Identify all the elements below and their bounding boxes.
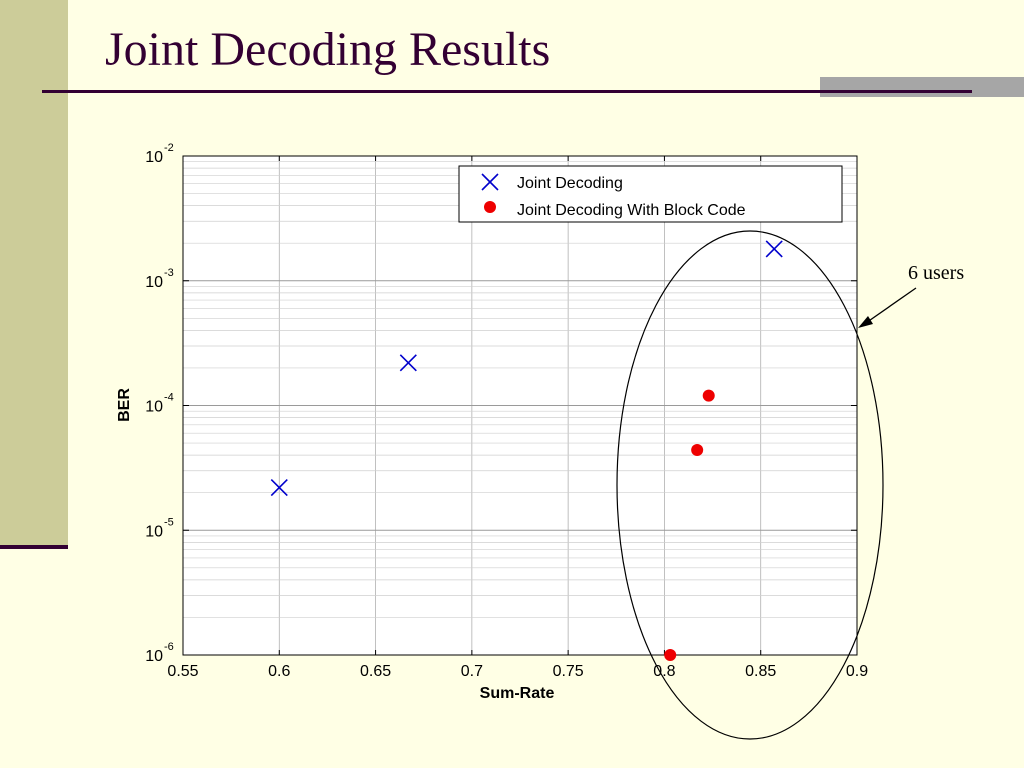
marker-x-stroke (270, 478, 288, 497)
legend-dot-marker (484, 201, 496, 213)
annotation-arrowhead (858, 316, 873, 328)
data-markers (270, 240, 783, 661)
x-axis-label: Sum-Rate (480, 685, 555, 702)
joint-decoding-point (399, 354, 417, 372)
x-tick-label: 0.9 (846, 663, 868, 680)
y-tick-labels: 10-610-510-410-310-2 (145, 142, 174, 665)
marker-x-stroke (399, 354, 417, 372)
y-tick-label: 10 (145, 274, 163, 291)
x-tick-label: 0.7 (461, 663, 483, 680)
block-code-point (664, 649, 677, 661)
legend-x-marker (481, 173, 499, 191)
x-tick-label: 0.85 (745, 663, 776, 680)
sidebar-base-line (0, 545, 68, 549)
slide-title: Joint Decoding Results (105, 23, 551, 76)
x-tick-label: 0.65 (360, 663, 391, 680)
y-tick-label: 10 (145, 399, 163, 416)
y-tick-label: 10 (145, 149, 163, 166)
x-tick-labels: 0.55 0.6 0.65 0.7 0.75 0.8 0.85 0.9 (167, 663, 868, 680)
x-tick-label: 0.8 (653, 663, 675, 680)
legend-label-joint-decoding: Joint Decoding (517, 175, 623, 192)
y-axis-label: BER (116, 388, 133, 422)
x-tick-label: 0.55 (167, 663, 198, 680)
y-tick-exponent: -5 (164, 516, 174, 528)
x-tick-label: 0.75 (553, 663, 584, 680)
y-tick-label: 10 (145, 648, 163, 665)
six-users-ellipse (616, 230, 884, 740)
block-code-point (691, 443, 704, 456)
annotation-label: 6 users (908, 262, 964, 284)
y-tick-exponent: -4 (164, 392, 174, 404)
legend-symbol-block-code (484, 201, 496, 213)
joint-decoding-point (270, 478, 288, 497)
legend-label-block-code: Joint Decoding With Block Code (517, 202, 746, 219)
block-code-point (702, 389, 715, 402)
x-tick-label: 0.6 (268, 663, 290, 680)
y-tick-exponent: -3 (164, 267, 174, 279)
y-tick-label: 10 (145, 523, 163, 540)
annotation-arrow (862, 287, 917, 326)
marker-x-stroke (481, 173, 499, 191)
marker-x-stroke (765, 240, 783, 258)
legend: Joint Decoding Joint Decoding With Block… (458, 165, 843, 223)
y-tick-exponent: -6 (164, 641, 174, 653)
legend-symbol-joint-decoding (481, 173, 499, 191)
joint-decoding-point (765, 240, 783, 258)
legend-box (458, 165, 843, 223)
y-tick-exponent: -2 (164, 142, 174, 154)
tick-marks (182, 155, 858, 656)
title-underline (42, 90, 972, 93)
